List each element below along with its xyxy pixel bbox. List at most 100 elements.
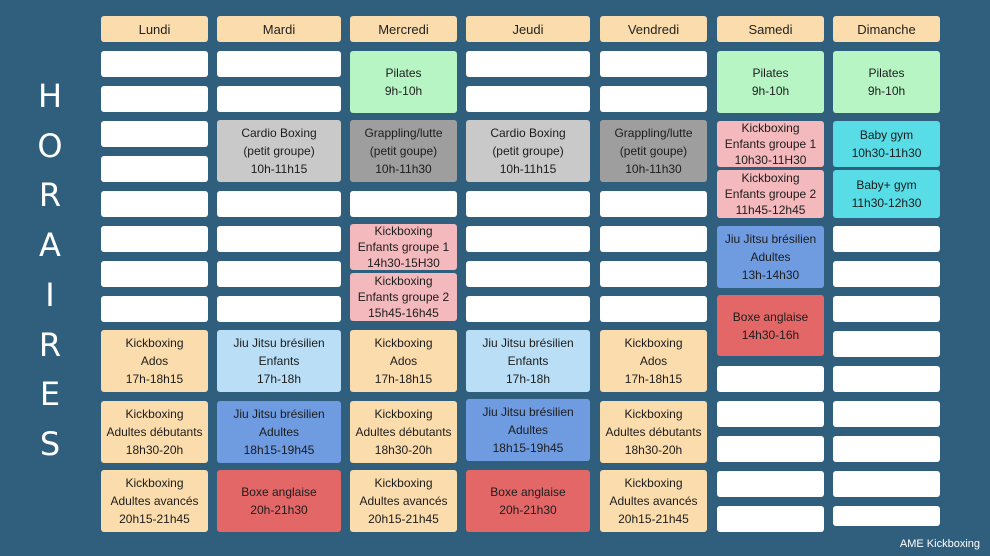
class-kickboxing-avances: Kickboxing Adultes avancés 20h15-21h45: [101, 470, 208, 532]
class-kickboxing-debutants: Kickboxing Adultes débutants 18h30-20h: [101, 401, 208, 463]
empty-slot: [833, 401, 940, 427]
title-letter: H: [37, 77, 63, 115]
empty-slot: [833, 471, 940, 497]
class-name: Pilates: [868, 66, 905, 80]
class-name: Boxe anglaise: [241, 485, 317, 499]
class-name: Pilates: [385, 66, 422, 80]
empty-slot: [101, 226, 208, 252]
class-name: Kickboxing: [374, 274, 433, 288]
class-name: Kickboxing: [125, 336, 184, 350]
class-cardio-boxing: Cardio Boxing (petit groupe) 10h-11h15: [217, 120, 341, 182]
empty-slot: [101, 121, 208, 147]
class-kickboxing-ados: Kickboxing Ados 17h-18h15: [350, 330, 457, 392]
class-name: Kickboxing: [374, 476, 433, 490]
class-kickboxing-enfants-2: Kickboxing Enfants groupe 2 11h45-12h45: [717, 170, 824, 218]
empty-slot: [466, 86, 590, 112]
class-jjb-adultes: Jiu Jitsu brésilien Adultes 18h15-19h45: [217, 401, 341, 463]
title-letter: R: [38, 176, 62, 215]
empty-slot: [833, 436, 940, 462]
class-jjb-adultes: Jiu Jitsu brésilien Adultes 18h15-19h45: [466, 399, 590, 461]
class-kickboxing-enfants-1: Kickboxing Enfants groupe 1 10h30-11H30: [717, 121, 824, 167]
class-name: Jiu Jitsu brésilien: [233, 336, 325, 350]
empty-slot: [466, 51, 590, 77]
class-name: Kickboxing: [374, 407, 433, 421]
class-boxe-anglaise: Boxe anglaise 14h30-16h: [717, 295, 824, 356]
class-name: Baby gym: [859, 128, 914, 142]
class-time: 11h30-12h30: [851, 196, 922, 210]
class-time: 9h-10h: [751, 84, 790, 98]
class-time: 10h-11h30: [375, 162, 432, 176]
class-grappling: Grappling/lutte (petit goupe) 10h-11h30: [350, 120, 457, 182]
class-time: 9h-10h: [384, 84, 423, 98]
empty-slot: [717, 436, 824, 462]
class-time: 20h15-21h45: [618, 512, 689, 526]
class-name: Jiu Jitsu brésilien: [724, 232, 817, 246]
class-name: Kickboxing: [624, 407, 683, 421]
empty-slot: [717, 506, 824, 532]
empty-slot: [101, 86, 208, 112]
empty-slot: [600, 51, 707, 77]
class-time: 10h-11h30: [625, 162, 682, 176]
class-name: Kickboxing: [374, 336, 433, 350]
class-group: Adultes débutants: [605, 425, 702, 439]
class-group: Enfants: [507, 354, 549, 368]
class-time: 15h45-16h45: [368, 306, 439, 320]
class-pilates: Pilates 9h-10h: [833, 51, 940, 113]
empty-slot: [600, 296, 707, 322]
class-group: Adultes avancés: [359, 494, 448, 508]
class-name: Kickboxing: [624, 336, 683, 350]
empty-slot: [350, 191, 457, 217]
class-time: 20h-21h30: [499, 503, 557, 517]
class-group: (petit goupe): [619, 144, 688, 158]
class-kickboxing-debutants: Kickboxing Adultes débutants 18h30-20h: [600, 401, 707, 463]
class-pilates: Pilates 9h-10h: [350, 51, 457, 113]
day-header-dimanche: Dimanche: [833, 16, 940, 42]
day-header-lundi: Lundi: [101, 16, 208, 42]
class-time: 18h15-19h45: [243, 443, 315, 457]
class-time: 14h30-15H30: [367, 256, 440, 270]
empty-slot: [833, 296, 940, 322]
empty-slot: [600, 226, 707, 252]
class-kickboxing-enfants-1: Kickboxing Enfants groupe 1 14h30-15H30: [350, 224, 457, 270]
class-name: Kickboxing: [741, 171, 800, 185]
class-group: Ados: [639, 354, 668, 368]
class-group: Adultes: [258, 425, 300, 439]
class-name: Jiu Jitsu brésilien: [482, 336, 574, 350]
empty-slot: [217, 296, 341, 322]
day-header-jeudi: Jeudi: [466, 16, 590, 42]
class-time: 10h-11h15: [250, 162, 308, 176]
class-kickboxing-ados: Kickboxing Ados 17h-18h15: [600, 330, 707, 392]
empty-slot: [833, 331, 940, 357]
class-jjb-enfants: Jiu Jitsu brésilien Enfants 17h-18h: [466, 330, 590, 392]
empty-slot: [833, 226, 940, 252]
class-name: Kickboxing: [125, 407, 184, 421]
empty-slot: [600, 261, 707, 287]
class-time: 11h45-12h45: [735, 203, 806, 217]
class-time: 18h30-20h: [125, 443, 184, 457]
class-name: Jiu Jitsu brésilien: [482, 405, 574, 419]
class-name: Kickboxing: [741, 121, 800, 135]
class-kickboxing-avances: Kickboxing Adultes avancés 20h15-21h45: [600, 470, 707, 532]
class-group: Adultes: [507, 423, 549, 437]
class-time: 10h30-11H30: [734, 153, 807, 167]
class-name: Cardio Boxing: [490, 126, 566, 140]
class-time: 13h-14h30: [741, 268, 800, 282]
empty-slot: [833, 366, 940, 392]
class-group: Enfants: [258, 354, 300, 368]
class-name: Kickboxing: [374, 224, 433, 238]
class-group: Enfants groupe 1: [724, 137, 817, 151]
class-group: Enfants groupe 1: [357, 240, 450, 254]
empty-slot: [600, 86, 707, 112]
class-time: 10h30-11h30: [851, 146, 922, 160]
class-group: Adultes: [750, 250, 791, 264]
class-name: Cardio Boxing: [241, 126, 317, 140]
class-time: 20h15-21h45: [368, 512, 439, 526]
class-group: Ados: [140, 354, 169, 368]
class-group: (petit groupe): [243, 144, 315, 158]
class-grappling: Grappling/lutte (petit goupe) 10h-11h30: [600, 120, 707, 182]
empty-slot: [466, 296, 590, 322]
title-letter: S: [39, 424, 61, 463]
class-group: Adultes débutants: [106, 425, 203, 439]
class-group: Adultes avancés: [110, 494, 199, 508]
day-header-mardi: Mardi: [217, 16, 341, 42]
